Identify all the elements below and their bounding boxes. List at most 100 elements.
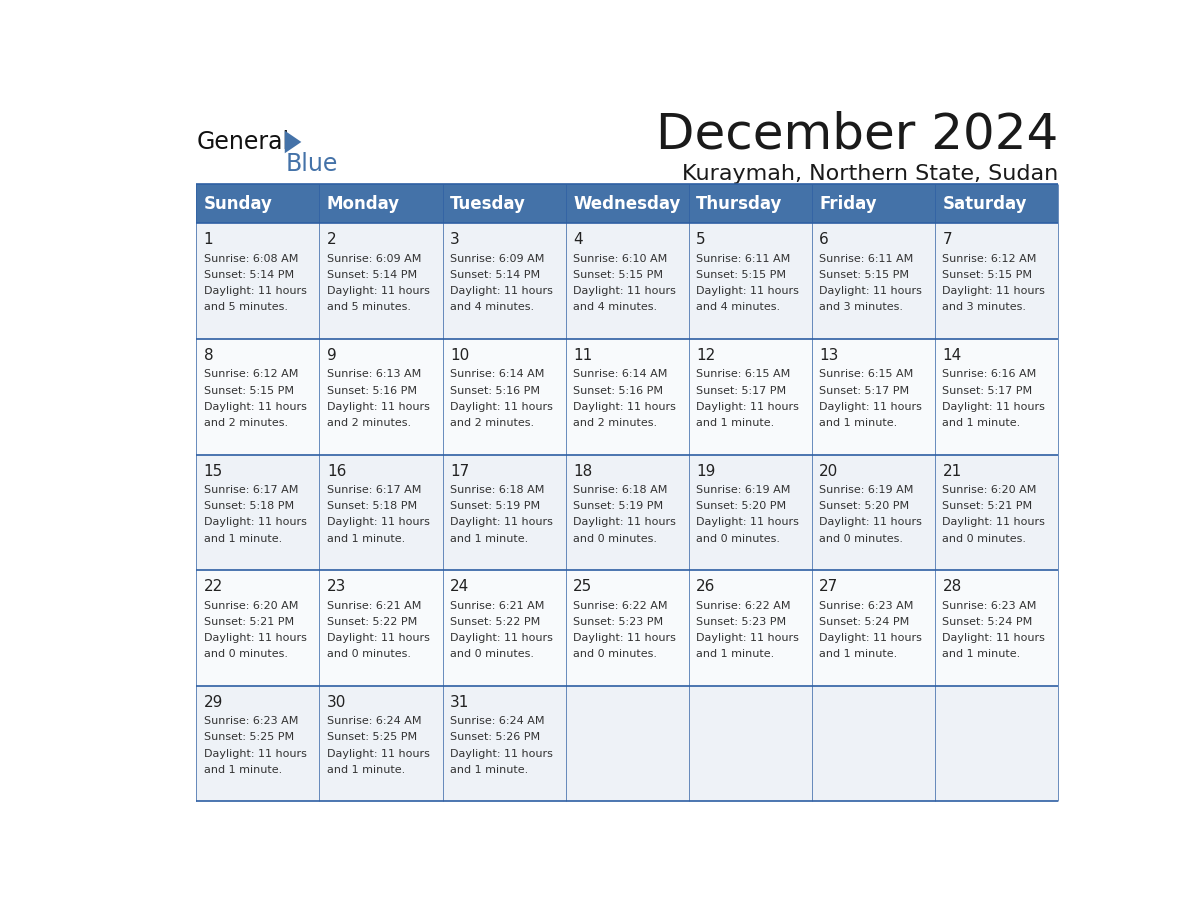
Bar (196, 686, 1059, 801)
Text: Sunrise: 6:08 AM: Sunrise: 6:08 AM (204, 253, 298, 263)
Text: and 3 minutes.: and 3 minutes. (942, 302, 1026, 312)
Text: and 0 minutes.: and 0 minutes. (204, 649, 287, 659)
Text: General: General (196, 130, 290, 154)
Text: Daylight: 11 hours: Daylight: 11 hours (204, 286, 307, 297)
Text: 4: 4 (573, 232, 582, 248)
Text: 22: 22 (204, 579, 223, 594)
Text: Sunset: 5:25 PM: Sunset: 5:25 PM (204, 733, 293, 743)
Text: and 1 minute.: and 1 minute. (450, 765, 529, 775)
Text: 21: 21 (942, 464, 961, 478)
Text: Sunrise: 6:14 AM: Sunrise: 6:14 AM (450, 369, 544, 379)
Text: 26: 26 (696, 579, 715, 594)
Text: Sunset: 5:14 PM: Sunset: 5:14 PM (327, 270, 417, 280)
Text: Daylight: 11 hours: Daylight: 11 hours (942, 286, 1045, 297)
Text: Sunrise: 6:12 AM: Sunrise: 6:12 AM (204, 369, 298, 379)
Text: Daylight: 11 hours: Daylight: 11 hours (204, 633, 307, 644)
Text: Daylight: 11 hours: Daylight: 11 hours (696, 286, 800, 297)
Text: Daylight: 11 hours: Daylight: 11 hours (573, 402, 676, 412)
Text: Monday: Monday (327, 195, 400, 213)
Text: Kuraymah, Northern State, Sudan: Kuraymah, Northern State, Sudan (682, 163, 1059, 184)
Text: Sunset: 5:15 PM: Sunset: 5:15 PM (696, 270, 786, 280)
Text: Sunset: 5:18 PM: Sunset: 5:18 PM (204, 501, 293, 511)
Text: and 0 minutes.: and 0 minutes. (327, 649, 411, 659)
Text: 20: 20 (820, 464, 839, 478)
Text: Sunset: 5:19 PM: Sunset: 5:19 PM (573, 501, 663, 511)
Text: and 4 minutes.: and 4 minutes. (450, 302, 535, 312)
Text: Daylight: 11 hours: Daylight: 11 hours (573, 286, 676, 297)
Text: Sunrise: 6:23 AM: Sunrise: 6:23 AM (204, 716, 298, 726)
Text: 23: 23 (327, 579, 346, 594)
Text: Sunrise: 6:24 AM: Sunrise: 6:24 AM (450, 716, 544, 726)
Text: and 1 minute.: and 1 minute. (204, 765, 282, 775)
Text: 17: 17 (450, 464, 469, 478)
Text: Sunrise: 6:10 AM: Sunrise: 6:10 AM (573, 253, 668, 263)
Text: 13: 13 (820, 348, 839, 364)
Text: and 1 minute.: and 1 minute. (942, 649, 1020, 659)
Text: and 0 minutes.: and 0 minutes. (696, 533, 781, 543)
Text: 28: 28 (942, 579, 961, 594)
Text: Sunset: 5:26 PM: Sunset: 5:26 PM (450, 733, 541, 743)
Text: Sunset: 5:14 PM: Sunset: 5:14 PM (204, 270, 293, 280)
Text: Sunset: 5:23 PM: Sunset: 5:23 PM (573, 617, 663, 627)
Text: 11: 11 (573, 348, 593, 364)
Text: and 0 minutes.: and 0 minutes. (573, 649, 657, 659)
Text: and 2 minutes.: and 2 minutes. (327, 418, 411, 428)
Text: Daylight: 11 hours: Daylight: 11 hours (327, 286, 430, 297)
Text: and 5 minutes.: and 5 minutes. (327, 302, 411, 312)
Text: Daylight: 11 hours: Daylight: 11 hours (820, 286, 922, 297)
Text: and 2 minutes.: and 2 minutes. (204, 418, 287, 428)
Text: 31: 31 (450, 695, 469, 710)
Text: Sunrise: 6:18 AM: Sunrise: 6:18 AM (450, 485, 544, 495)
Text: December 2024: December 2024 (656, 111, 1059, 159)
Text: Sunrise: 6:22 AM: Sunrise: 6:22 AM (573, 600, 668, 610)
Text: Daylight: 11 hours: Daylight: 11 hours (204, 518, 307, 528)
Text: 19: 19 (696, 464, 715, 478)
Text: Tuesday: Tuesday (450, 195, 526, 213)
Text: Sunset: 5:16 PM: Sunset: 5:16 PM (327, 386, 417, 396)
Text: Sunset: 5:19 PM: Sunset: 5:19 PM (450, 501, 541, 511)
Text: Sunset: 5:16 PM: Sunset: 5:16 PM (450, 386, 541, 396)
Text: and 1 minute.: and 1 minute. (942, 418, 1020, 428)
Bar (196, 223, 1059, 339)
Text: and 4 minutes.: and 4 minutes. (573, 302, 657, 312)
Text: Daylight: 11 hours: Daylight: 11 hours (573, 518, 676, 528)
Text: Sunrise: 6:21 AM: Sunrise: 6:21 AM (327, 600, 422, 610)
Text: Daylight: 11 hours: Daylight: 11 hours (820, 633, 922, 644)
Text: Saturday: Saturday (942, 195, 1026, 213)
Text: Daylight: 11 hours: Daylight: 11 hours (450, 518, 552, 528)
Text: Sunset: 5:14 PM: Sunset: 5:14 PM (450, 270, 541, 280)
Text: and 1 minute.: and 1 minute. (327, 765, 405, 775)
Text: and 1 minute.: and 1 minute. (327, 533, 405, 543)
Text: and 1 minute.: and 1 minute. (450, 533, 529, 543)
Text: 29: 29 (204, 695, 223, 710)
Text: Sunset: 5:15 PM: Sunset: 5:15 PM (204, 386, 293, 396)
Bar (196, 185, 1059, 223)
Text: Sunset: 5:24 PM: Sunset: 5:24 PM (820, 617, 910, 627)
Text: 25: 25 (573, 579, 593, 594)
Text: 24: 24 (450, 579, 469, 594)
Text: 3: 3 (450, 232, 460, 248)
Text: Sunset: 5:20 PM: Sunset: 5:20 PM (820, 501, 910, 511)
Text: Daylight: 11 hours: Daylight: 11 hours (820, 518, 922, 528)
Text: Daylight: 11 hours: Daylight: 11 hours (327, 749, 430, 759)
Text: Sunrise: 6:19 AM: Sunrise: 6:19 AM (820, 485, 914, 495)
Text: Sunset: 5:22 PM: Sunset: 5:22 PM (327, 617, 417, 627)
Text: 27: 27 (820, 579, 839, 594)
Text: Daylight: 11 hours: Daylight: 11 hours (450, 633, 552, 644)
Text: Daylight: 11 hours: Daylight: 11 hours (573, 633, 676, 644)
Text: 16: 16 (327, 464, 346, 478)
Text: Sunrise: 6:09 AM: Sunrise: 6:09 AM (327, 253, 422, 263)
Text: Sunset: 5:16 PM: Sunset: 5:16 PM (573, 386, 663, 396)
Text: Blue: Blue (285, 151, 339, 176)
Text: Daylight: 11 hours: Daylight: 11 hours (327, 633, 430, 644)
Text: 12: 12 (696, 348, 715, 364)
Text: Sunrise: 6:15 AM: Sunrise: 6:15 AM (820, 369, 914, 379)
Text: 10: 10 (450, 348, 469, 364)
Text: Sunrise: 6:11 AM: Sunrise: 6:11 AM (696, 253, 790, 263)
Text: Daylight: 11 hours: Daylight: 11 hours (450, 286, 552, 297)
Text: Sunrise: 6:16 AM: Sunrise: 6:16 AM (942, 369, 1037, 379)
Text: and 1 minute.: and 1 minute. (696, 418, 775, 428)
Text: Sunrise: 6:12 AM: Sunrise: 6:12 AM (942, 253, 1037, 263)
Text: Sunrise: 6:17 AM: Sunrise: 6:17 AM (204, 485, 298, 495)
Text: Sunset: 5:15 PM: Sunset: 5:15 PM (573, 270, 663, 280)
